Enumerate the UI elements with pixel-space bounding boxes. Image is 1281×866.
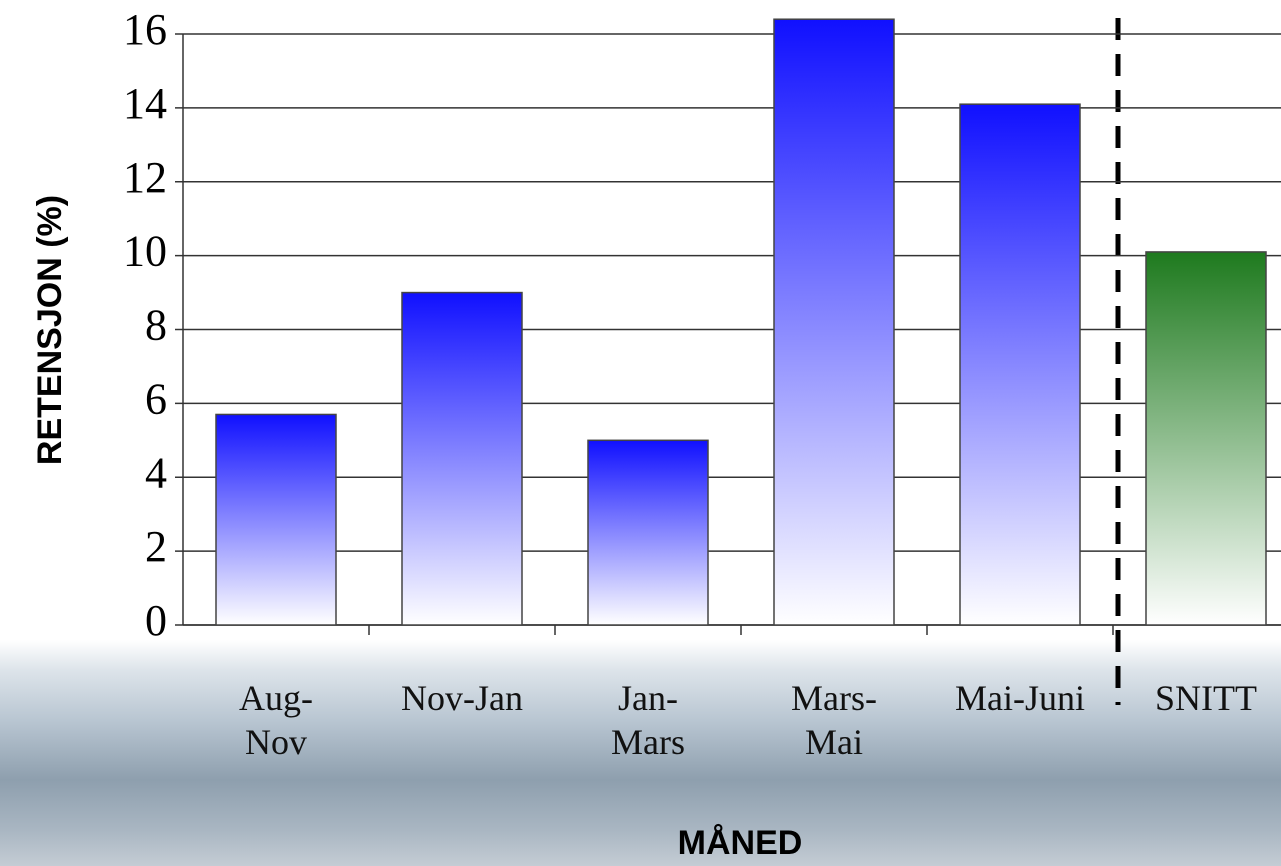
- y-tick-label: 8: [145, 301, 167, 350]
- x-axis-title: MÅNED: [678, 824, 803, 862]
- x-tick-label: Mars- Mai: [791, 678, 877, 762]
- bar: [773, 18, 895, 626]
- y-tick-label: 10: [123, 227, 167, 276]
- bar: [401, 291, 523, 626]
- x-tick-label: Mai-Juni: [955, 678, 1085, 718]
- y-tick-label: 14: [123, 79, 167, 128]
- x-tick-label: Nov-Jan: [401, 678, 523, 718]
- y-tick-label: 6: [145, 374, 167, 423]
- x-tick-label: Jan- Mars: [611, 678, 685, 762]
- y-tick-label: 4: [145, 448, 167, 497]
- bar: [587, 439, 709, 626]
- y-tick-label: 2: [145, 522, 167, 571]
- y-tick-label: 12: [123, 153, 167, 202]
- y-tick-label: 0: [145, 596, 167, 645]
- y-axis-title: RETENSJON (%): [31, 195, 69, 465]
- bar: [215, 413, 337, 626]
- bar: [1145, 251, 1267, 626]
- y-tick-label: 16: [123, 5, 167, 54]
- bar: [959, 103, 1081, 626]
- x-tick-label: SNITT: [1155, 678, 1257, 718]
- x-tick-label: Aug- Nov: [239, 678, 313, 762]
